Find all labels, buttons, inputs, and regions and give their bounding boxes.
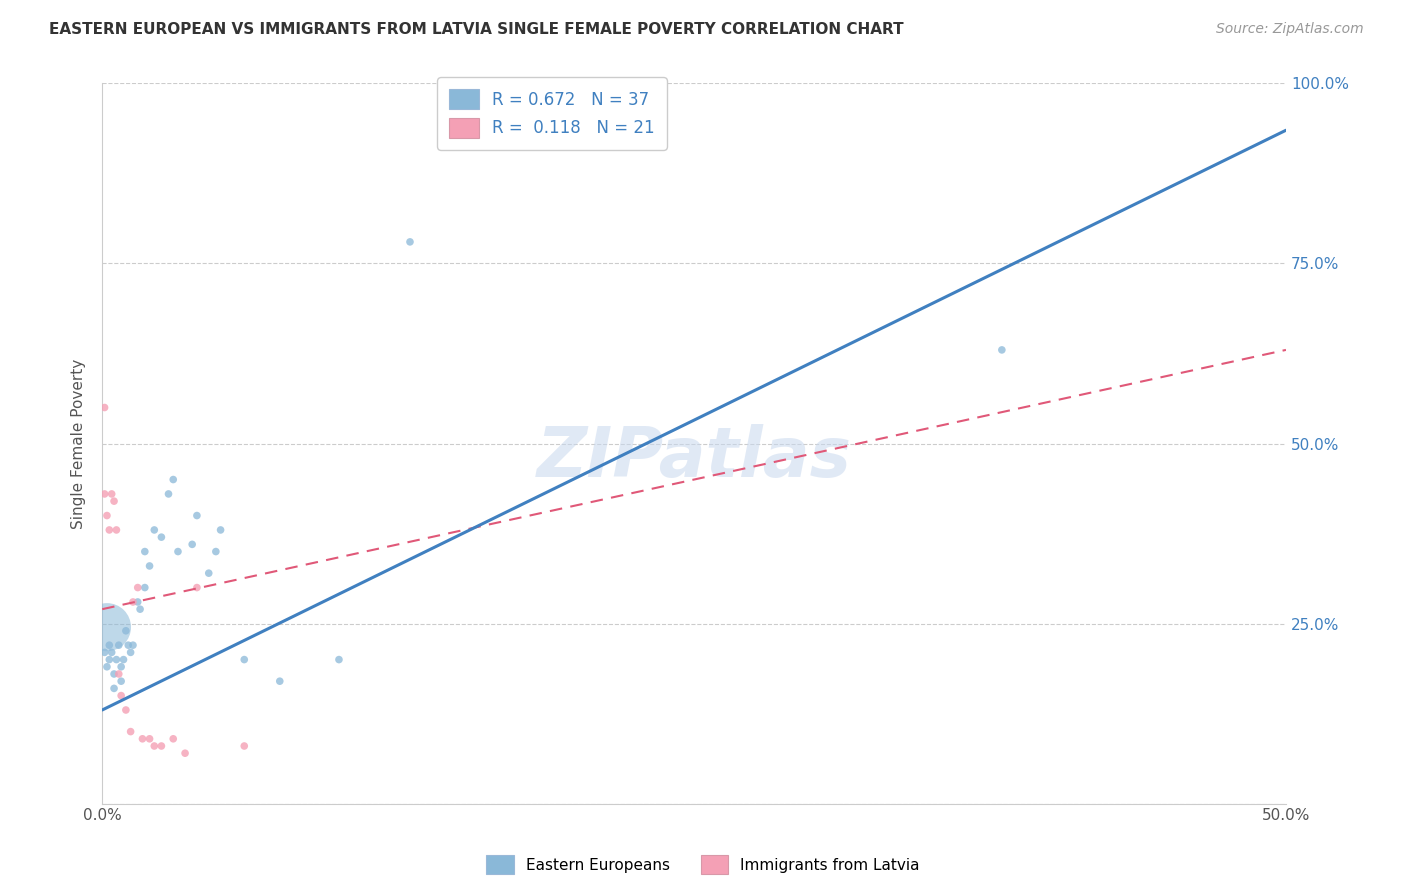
Point: [115, 624, 138, 638]
Point: [122, 595, 145, 609]
Point: [197, 566, 219, 581]
Point: [131, 731, 153, 746]
Point: [122, 638, 145, 652]
Point: [98, 652, 121, 666]
Point: [100, 645, 122, 659]
Point: [105, 652, 128, 666]
Point: [127, 581, 149, 595]
Point: [269, 674, 291, 689]
Point: [181, 537, 204, 551]
Point: [117, 638, 139, 652]
Point: [93, 401, 115, 415]
Point: [98, 638, 121, 652]
Point: [96, 620, 118, 634]
Point: [96, 508, 118, 523]
Text: ZIPatlas: ZIPatlas: [537, 425, 852, 491]
Point: [157, 487, 180, 501]
Point: [110, 689, 132, 703]
Point: [138, 558, 160, 573]
Point: [991, 343, 1014, 357]
Point: [105, 523, 128, 537]
Point: [107, 667, 129, 681]
Point: [233, 739, 256, 753]
Point: [103, 681, 125, 696]
Point: [143, 739, 166, 753]
Point: [150, 530, 173, 544]
Point: [328, 652, 350, 666]
Point: [167, 544, 190, 558]
Point: [93, 487, 115, 501]
Point: [162, 731, 184, 746]
Point: [209, 523, 232, 537]
Point: [103, 494, 125, 508]
Point: [120, 724, 142, 739]
Point: [110, 660, 132, 674]
Point: [162, 473, 184, 487]
Point: [103, 667, 125, 681]
Legend: Eastern Europeans, Immigrants from Latvia: Eastern Europeans, Immigrants from Latvi…: [479, 849, 927, 880]
Legend: R = 0.672   N = 37, R =  0.118   N = 21: R = 0.672 N = 37, R = 0.118 N = 21: [437, 78, 666, 150]
Point: [100, 487, 122, 501]
Point: [112, 652, 135, 666]
Point: [129, 602, 152, 616]
Point: [115, 703, 138, 717]
Point: [205, 544, 228, 558]
Point: [134, 544, 156, 558]
Point: [143, 523, 166, 537]
Point: [127, 595, 149, 609]
Point: [110, 674, 132, 689]
Point: [93, 645, 115, 659]
Point: [120, 645, 142, 659]
Y-axis label: Single Female Poverty: Single Female Poverty: [72, 359, 86, 529]
Point: [138, 731, 160, 746]
Point: [98, 523, 121, 537]
Point: [399, 235, 422, 249]
Point: [186, 581, 208, 595]
Point: [233, 652, 256, 666]
Point: [107, 638, 129, 652]
Point: [96, 660, 118, 674]
Point: [174, 746, 197, 760]
Point: [186, 508, 208, 523]
Text: Source: ZipAtlas.com: Source: ZipAtlas.com: [1216, 22, 1364, 37]
Point: [134, 581, 156, 595]
Point: [150, 739, 173, 753]
Text: EASTERN EUROPEAN VS IMMIGRANTS FROM LATVIA SINGLE FEMALE POVERTY CORRELATION CHA: EASTERN EUROPEAN VS IMMIGRANTS FROM LATV…: [49, 22, 904, 37]
